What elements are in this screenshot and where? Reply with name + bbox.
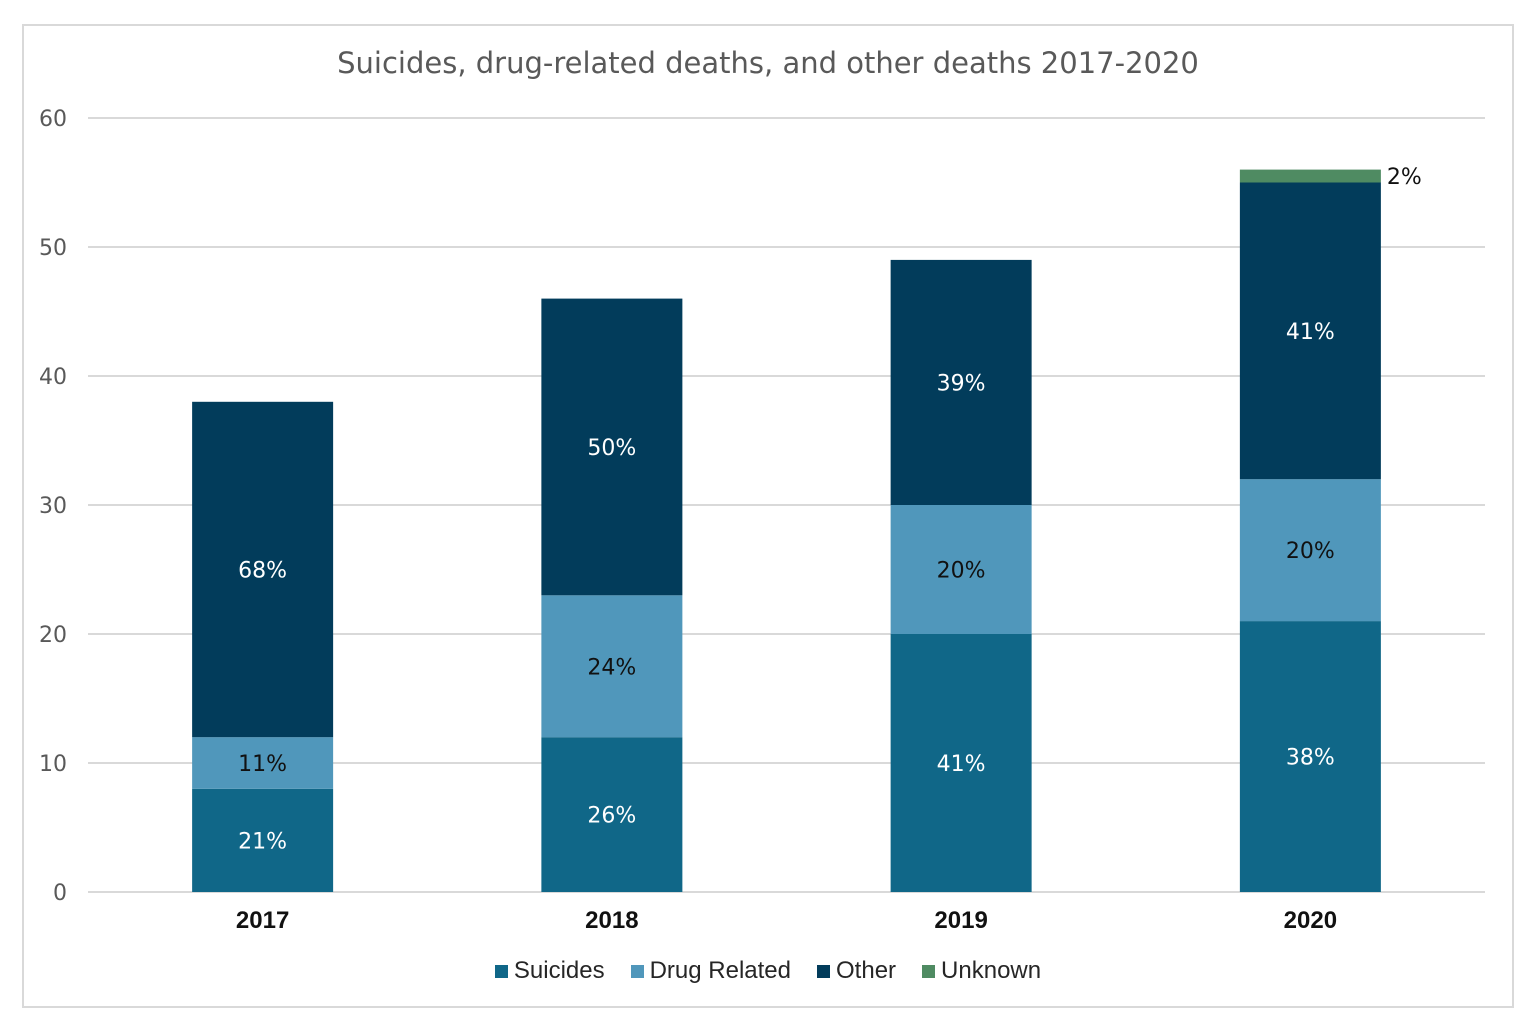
bar-segment-other [192,401,334,738]
data-label: 50% [587,436,636,461]
legend-label-unknown: Unknown [941,957,1042,984]
legend-swatch-suicides [494,964,508,978]
legend: Suicides Drug Related Other Unknown [0,957,1536,985]
data-label: 2% [1387,165,1422,190]
bar-segment-other [541,298,683,596]
data-label: 21% [238,829,287,854]
legend-item-suicides: Suicides [494,957,605,985]
y-tick-label: 20 [39,623,67,648]
bar-segment-suicides [1239,621,1381,892]
legend-label-suicides: Suicides [513,957,605,984]
bar-segment-drug-related [541,595,683,738]
data-label: 38% [1286,746,1335,771]
x-tick-label: 2019 [934,907,987,934]
data-label: 11% [238,752,287,777]
data-label: 20% [1286,539,1335,564]
bar-segment-drug-related [1239,479,1381,622]
legend-item-other: Other [817,957,896,985]
x-tick-label: 2017 [236,907,289,934]
bar-segment-suicides [192,788,334,892]
bar-segment-other [890,259,1032,505]
data-label: 39% [937,371,986,396]
data-label: 20% [937,559,986,584]
y-tick-label: 0 [53,881,67,906]
legend-label-other: Other [836,957,897,984]
y-tick-label: 40 [39,365,67,390]
legend-swatch-drug-related [630,964,644,978]
data-label: 26% [587,804,636,829]
legend-swatch-unknown [922,964,936,978]
data-label: 41% [937,752,986,777]
bar-segment-suicides [890,634,1032,892]
data-label: 24% [587,655,636,680]
bar-segment-drug-related [890,505,1032,634]
legend-label-drug-related: Drug Related [649,957,792,984]
x-tick-label: 2018 [585,907,638,934]
x-tick-label: 2020 [1284,907,1337,934]
bar-segment-other [1239,182,1381,480]
legend-item-drug-related: Drug Related [630,957,792,985]
chart-title: Suicides, drug-related deaths, and other… [337,46,1199,80]
bar-segment-drug-related [192,737,334,789]
y-tick-label: 30 [39,494,67,519]
data-label: 68% [238,559,287,584]
y-tick-label: 60 [39,107,67,132]
y-tick-label: 10 [39,752,67,777]
y-tick-label: 50 [39,236,67,261]
bar-segment-unknown [1239,169,1381,183]
bar-segment-suicides [541,737,683,892]
legend-item-unknown: Unknown [922,957,1041,985]
data-label: 41% [1286,320,1335,345]
legend-swatch-other [817,964,831,978]
